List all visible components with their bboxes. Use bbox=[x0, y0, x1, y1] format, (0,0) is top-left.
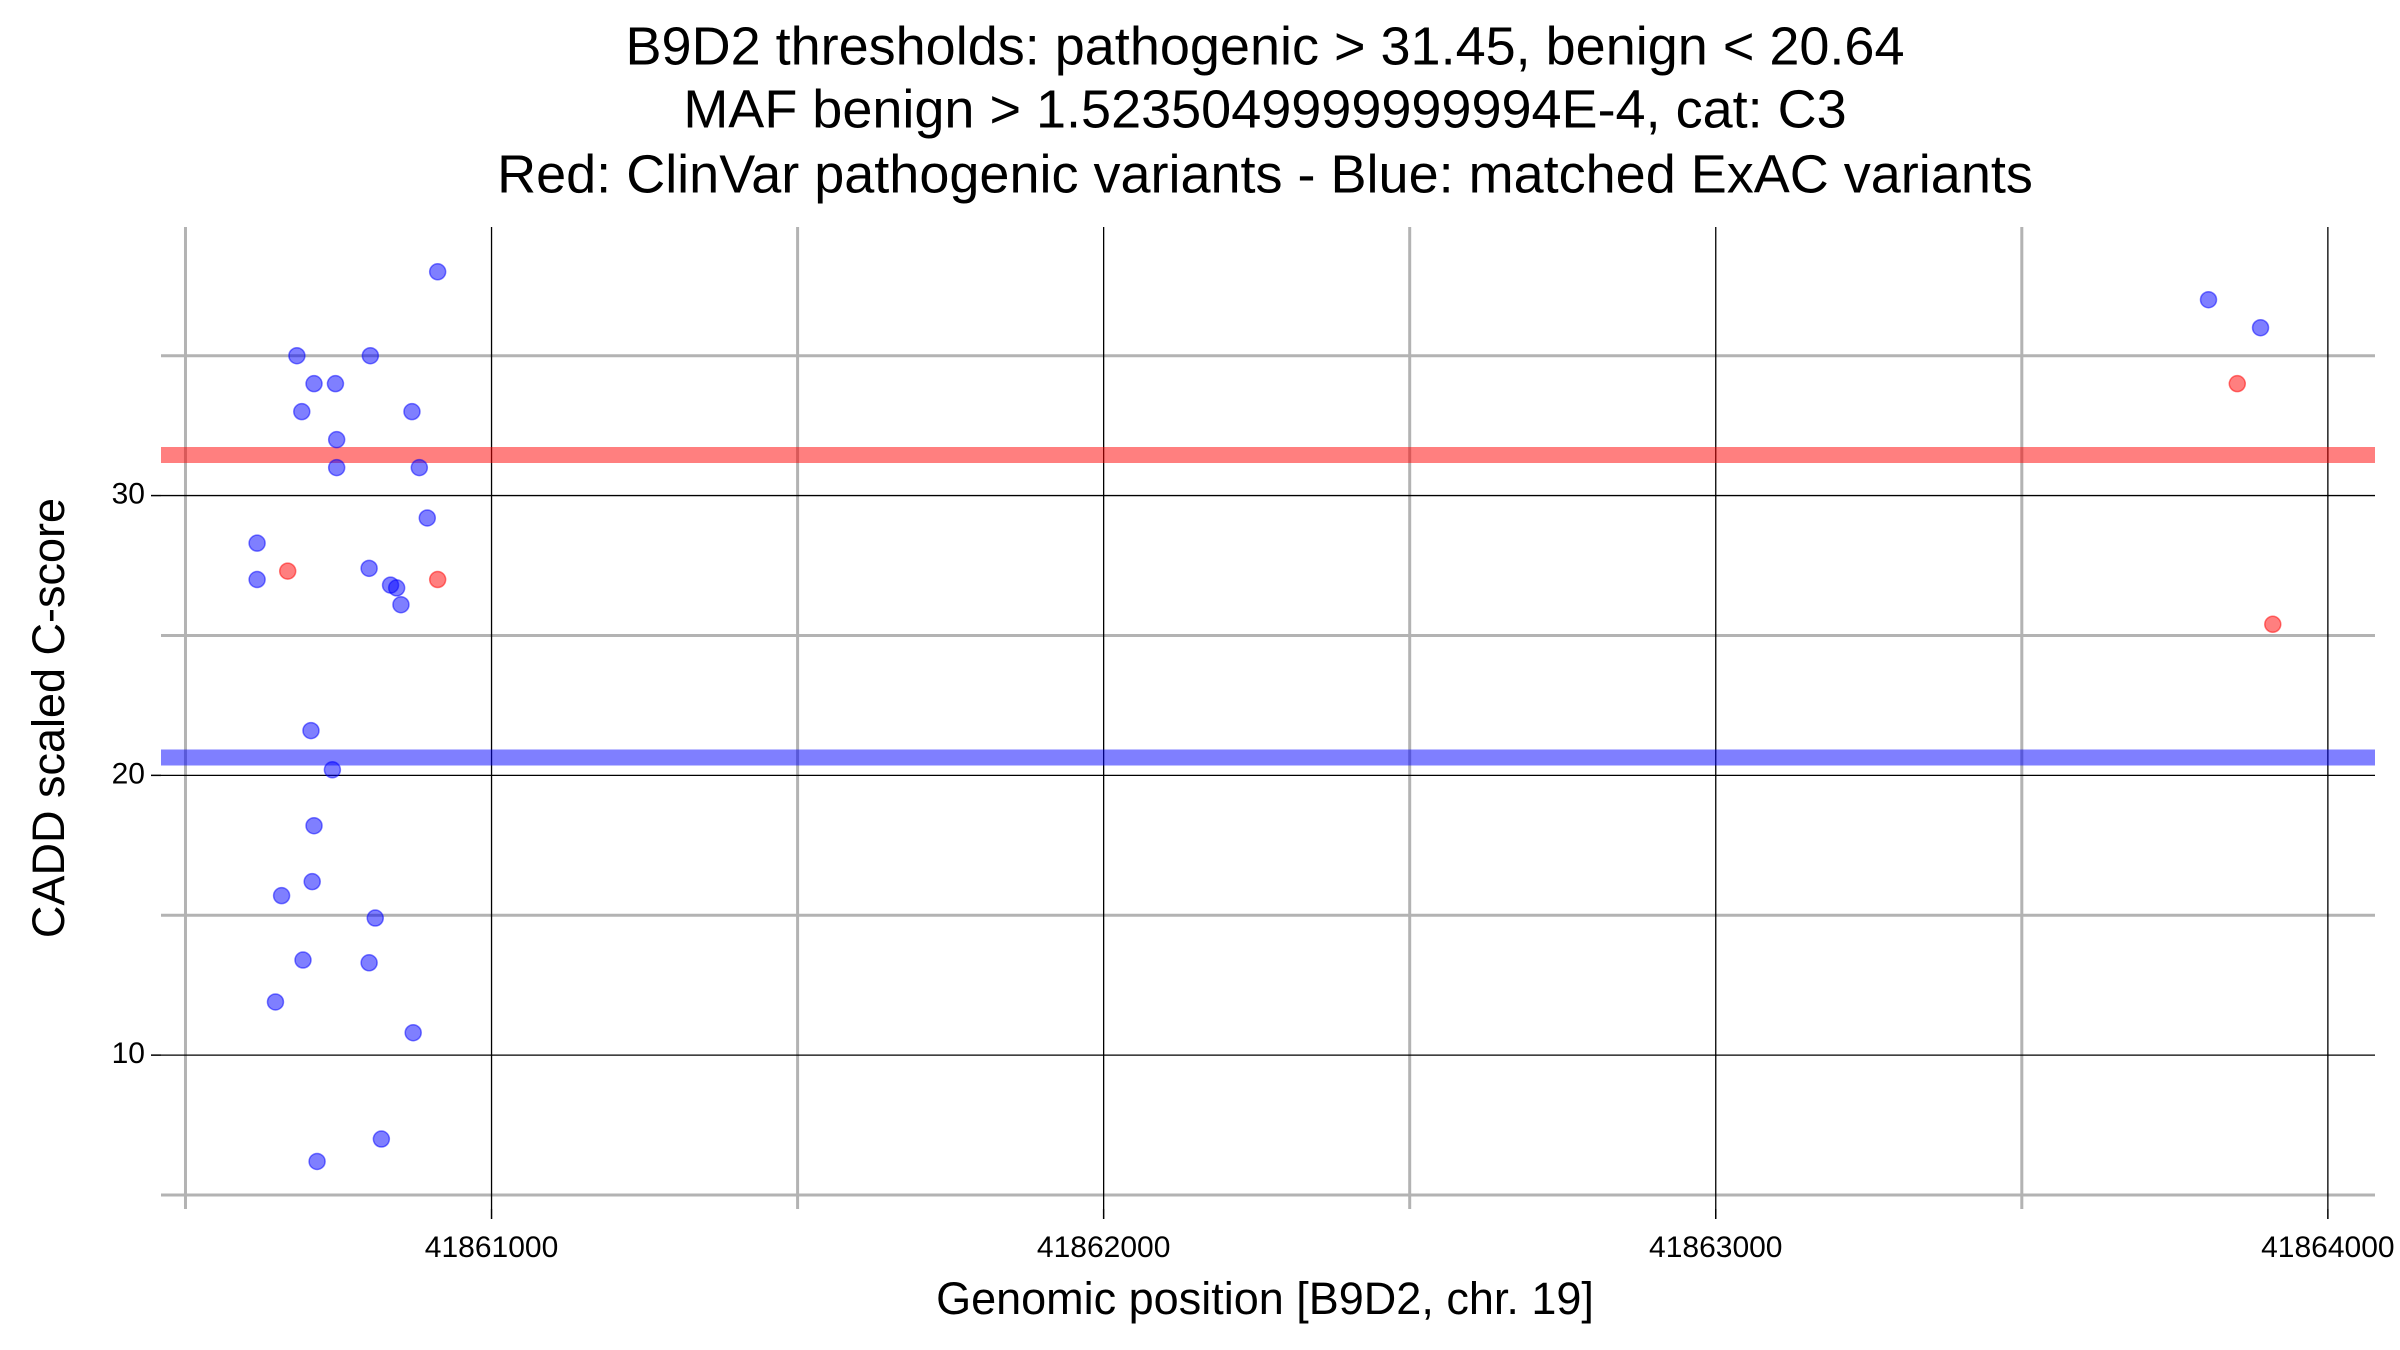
data-point bbox=[392, 595, 410, 614]
data-point bbox=[372, 1130, 391, 1148]
data-point bbox=[361, 346, 380, 365]
x-tick-label: 41861000 bbox=[425, 1231, 558, 1264]
chart-title: B9D2 thresholds: pathogenic > 31.45, ben… bbox=[626, 16, 1905, 76]
data-point bbox=[410, 458, 429, 477]
data-point bbox=[418, 509, 437, 527]
data-point bbox=[323, 761, 342, 779]
data-point bbox=[404, 1023, 422, 1042]
data-point bbox=[2228, 374, 2247, 393]
data-point bbox=[288, 346, 306, 365]
data-point bbox=[387, 579, 406, 597]
data-point bbox=[305, 374, 323, 393]
y-tick-label: 10 bbox=[112, 1037, 145, 1070]
x-axis-label: Genomic position [B9D2, chr. 19] bbox=[936, 1273, 1594, 1324]
y-tick-label: 30 bbox=[112, 478, 145, 511]
data-point bbox=[293, 402, 311, 421]
data-point bbox=[2199, 290, 2218, 309]
data-point bbox=[2264, 615, 2282, 634]
x-tick-label: 41862000 bbox=[1037, 1231, 1170, 1264]
data-point bbox=[327, 458, 346, 477]
data-point bbox=[326, 374, 345, 393]
y-axis-label: CADD scaled C-score bbox=[23, 498, 74, 938]
data-point bbox=[428, 263, 447, 281]
data-point bbox=[403, 402, 421, 421]
data-point bbox=[248, 570, 266, 589]
data-point bbox=[428, 570, 447, 589]
x-tick-label: 41864000 bbox=[2261, 1231, 2394, 1264]
data-point bbox=[272, 886, 291, 905]
data-point bbox=[308, 1152, 326, 1171]
data-point bbox=[248, 534, 266, 552]
data-point bbox=[303, 872, 321, 891]
data-point bbox=[266, 993, 285, 1011]
data-point bbox=[2251, 318, 2270, 337]
data-point bbox=[302, 721, 320, 740]
data-point bbox=[294, 951, 312, 969]
x-tick-label: 41863000 bbox=[1649, 1231, 1782, 1264]
data-point bbox=[278, 562, 297, 580]
data-point bbox=[327, 430, 346, 449]
chart-subtitle: MAF benign > 1.5235049999999994E-4, cat:… bbox=[683, 79, 1846, 139]
data-point bbox=[305, 816, 323, 835]
data-point bbox=[360, 559, 378, 578]
data-point bbox=[360, 954, 378, 972]
y-tick-label: 20 bbox=[112, 757, 145, 790]
chart-subtitle: Red: ClinVar pathogenic variants - Blue:… bbox=[497, 144, 2033, 204]
data-point bbox=[366, 909, 384, 927]
